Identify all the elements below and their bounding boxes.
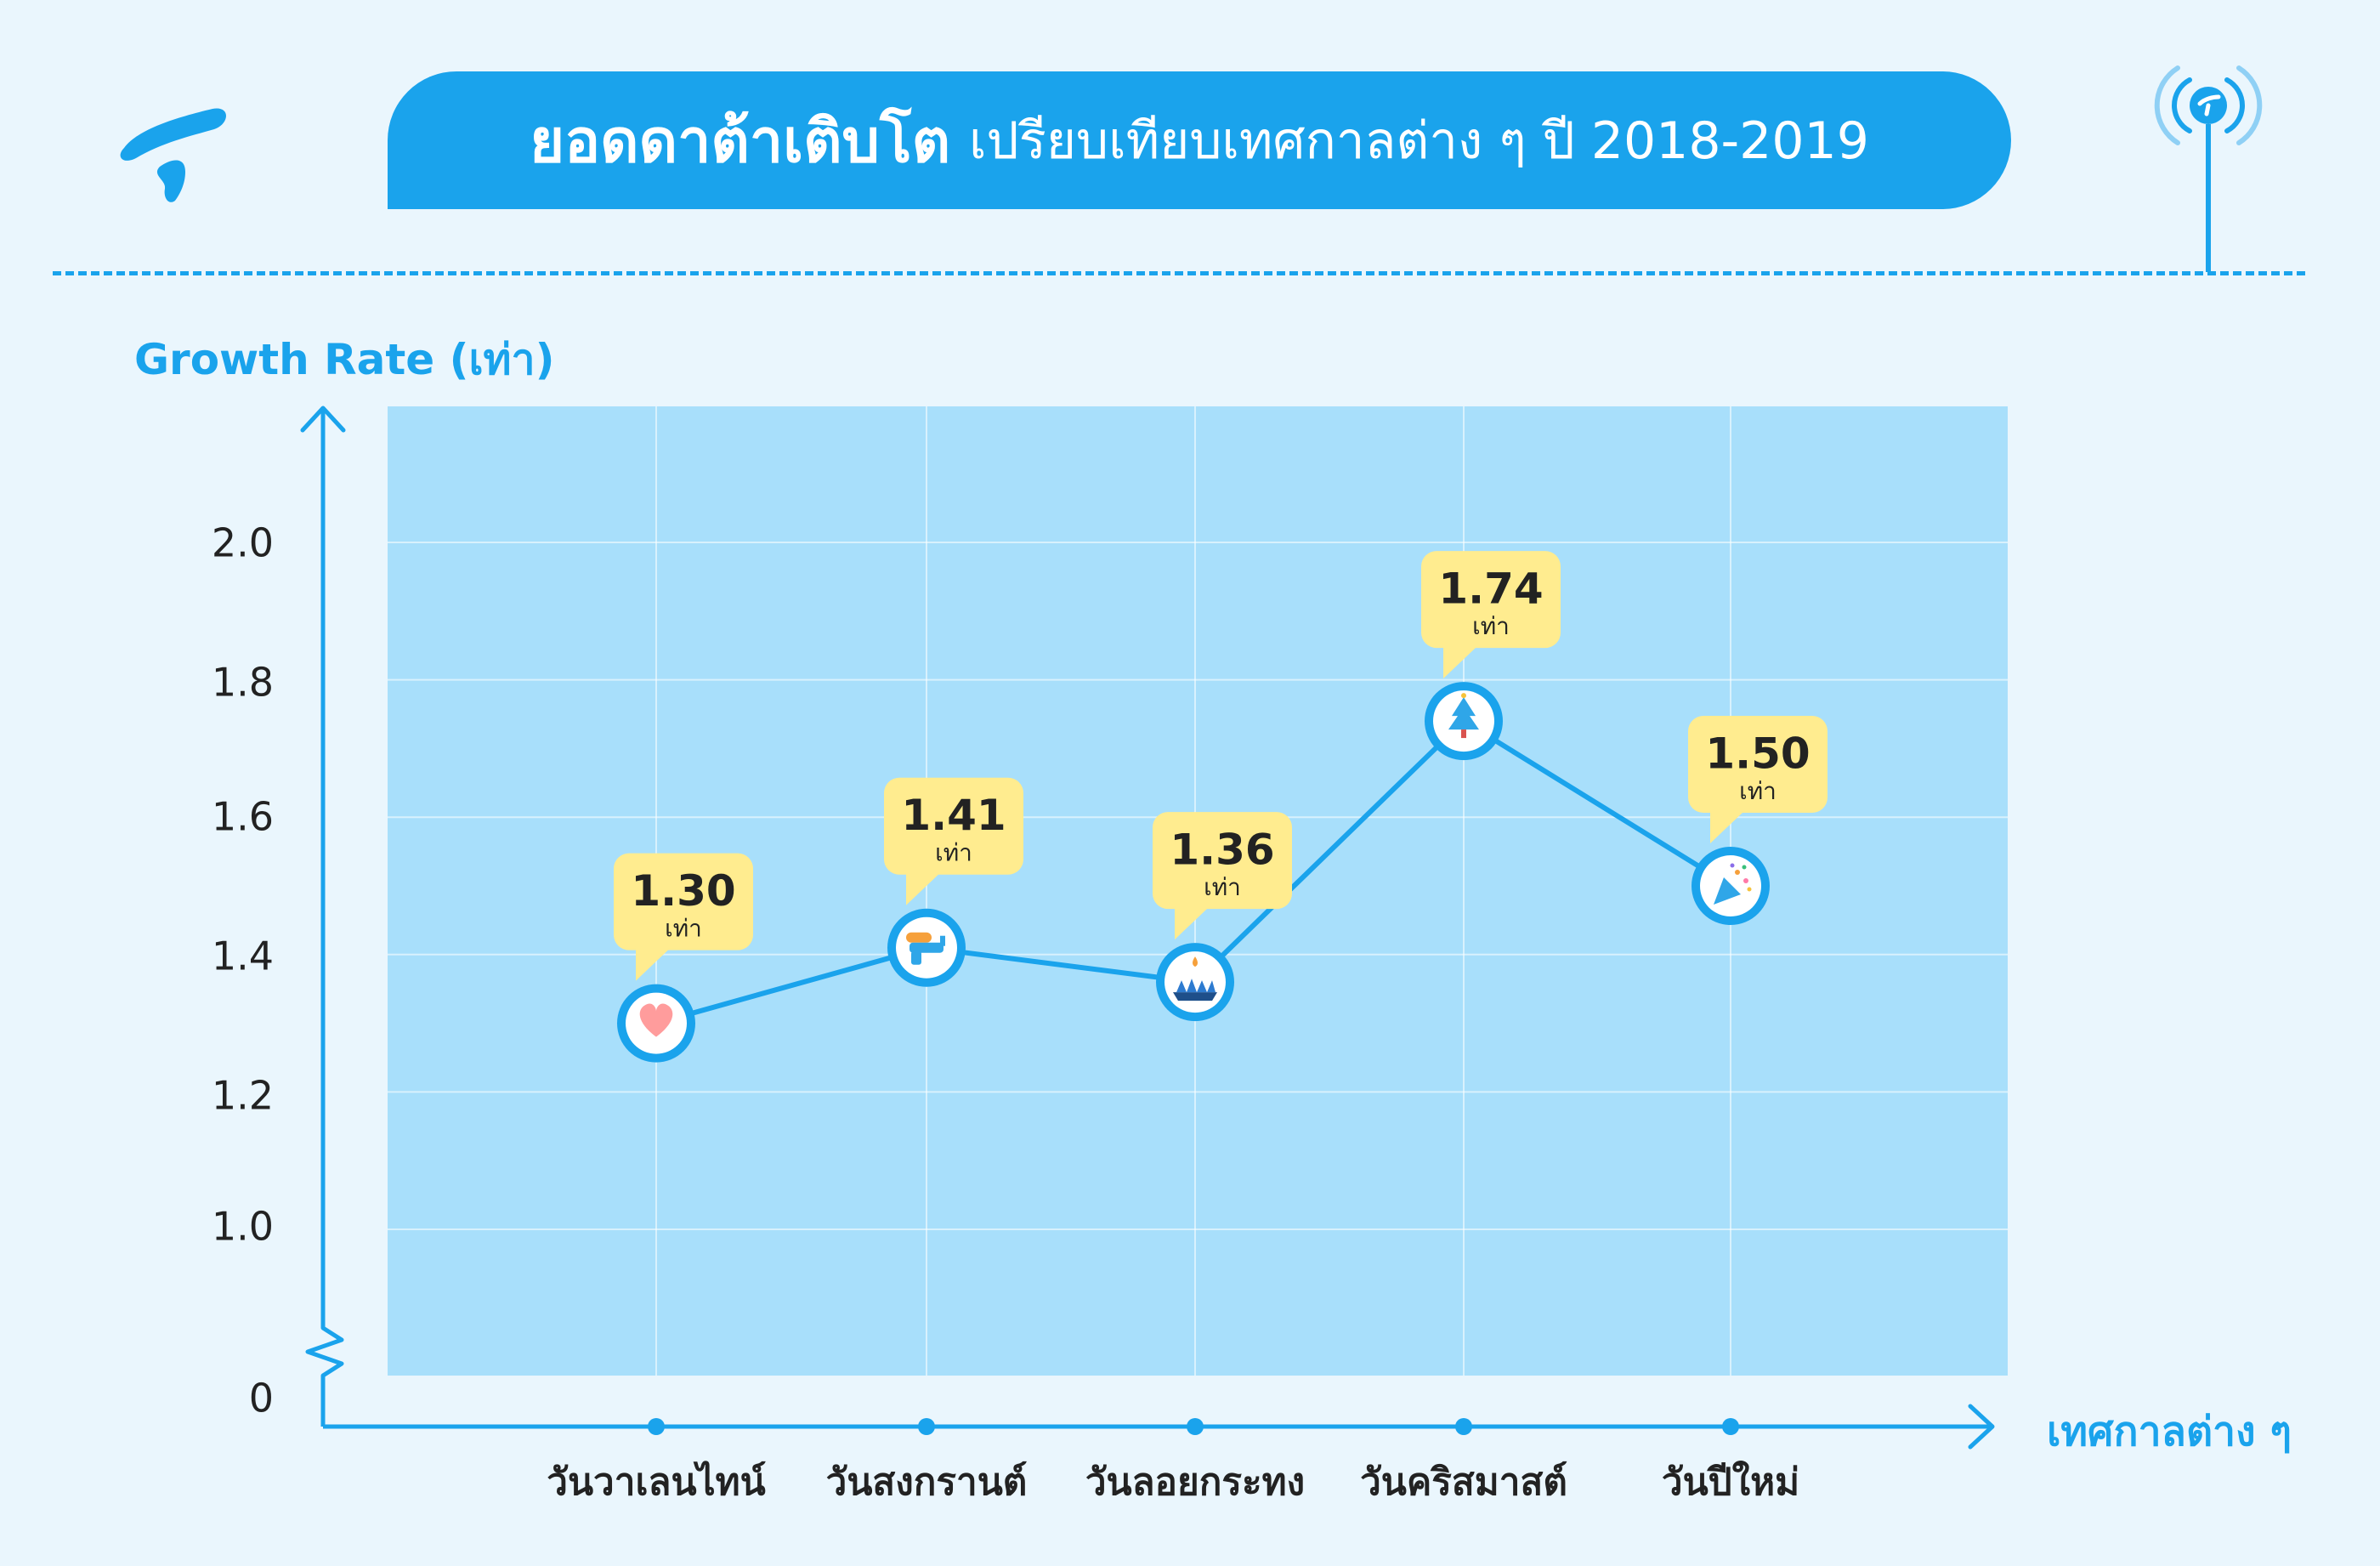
x-tick-label: วันวาเลนไทน์ [547, 1460, 766, 1504]
data-label-unit: เท่า [1204, 873, 1241, 901]
callout-tail [1710, 811, 1744, 843]
x-tick-dot [918, 1418, 935, 1435]
data-point-marker [1156, 943, 1234, 1022]
data-point-marker [1425, 682, 1503, 761]
data-label-unit: เท่า [1739, 777, 1776, 805]
callout-tail [906, 872, 940, 905]
y-tick-label: 1.6 [212, 794, 274, 840]
data-label-unit: เท่า [665, 915, 702, 943]
x-tick-label: วันลอยกระทง [1085, 1461, 1305, 1504]
page-title: ยอดดาต้าเติบโต [530, 105, 951, 176]
x-axis-title: เทศกาลต่าง ๆ [2047, 1408, 2292, 1455]
x-tick-dot [1722, 1418, 1739, 1435]
y-axis-title: Growth Rate (เท่า) [134, 335, 555, 384]
dashed-divider [53, 271, 2305, 275]
callout-tail [1443, 646, 1477, 679]
telenor-logo-icon [120, 108, 226, 202]
data-label-value: 1.50 [1705, 729, 1810, 779]
x-tick-dot [1187, 1418, 1204, 1435]
y-tick-label: 1.8 [212, 660, 274, 706]
callout-box [884, 777, 1023, 875]
y-axis-arrow-icon [300, 406, 346, 433]
y-tick-label: 1.4 [212, 933, 274, 979]
callout-box [1421, 551, 1561, 649]
callout-box [1153, 812, 1292, 910]
y-axis-line [305, 410, 344, 1427]
water-gun-icon [906, 932, 945, 965]
data-label-unit: เท่า [1472, 612, 1510, 640]
callout-tail [636, 948, 670, 981]
y-tick-label: 1.0 [212, 1204, 274, 1250]
heart-icon [639, 1003, 673, 1037]
y-tick-label: 2.0 [212, 520, 274, 566]
data-label-unit: เท่า [935, 839, 972, 867]
callout-box [614, 853, 753, 950]
title-banner: ยอดดาต้าเติบโต เปรียบเทียบเทศกาลต่าง ๆ ป… [388, 71, 2011, 209]
data-label-value: 1.30 [631, 866, 735, 916]
party-popper-icon [1714, 863, 1752, 905]
y-tick-label: 1.2 [212, 1073, 274, 1119]
christmas-tree-icon [1448, 693, 1479, 739]
data-label-value: 1.36 [1170, 826, 1274, 875]
x-tick-dot [648, 1418, 665, 1435]
x-tick-label: วันปีใหม่ [1662, 1460, 1799, 1504]
antenna-signal-icon [2154, 65, 2263, 272]
x-tick-dot [1455, 1418, 1472, 1435]
x-tick-label: วันสงกรานต์ [826, 1461, 1028, 1504]
data-point-marker [617, 984, 695, 1063]
callout-tail [1175, 907, 1209, 940]
krathong-icon [1173, 956, 1217, 1001]
data-point-marker [887, 908, 966, 987]
data-label-value: 1.74 [1438, 565, 1543, 614]
page-subtitle: เปรียบเทียบเทศกาลต่าง ๆ ปี 2018-2019 [969, 111, 1869, 171]
data-point-marker [1692, 847, 1770, 925]
data-label-value: 1.41 [901, 791, 1006, 840]
x-tick-label: วันคริสมาสต์ [1360, 1461, 1567, 1504]
y-tick-label: 0 [249, 1376, 274, 1421]
x-axis-arrow-icon [1968, 1404, 1995, 1450]
callout-box [1688, 716, 1828, 813]
